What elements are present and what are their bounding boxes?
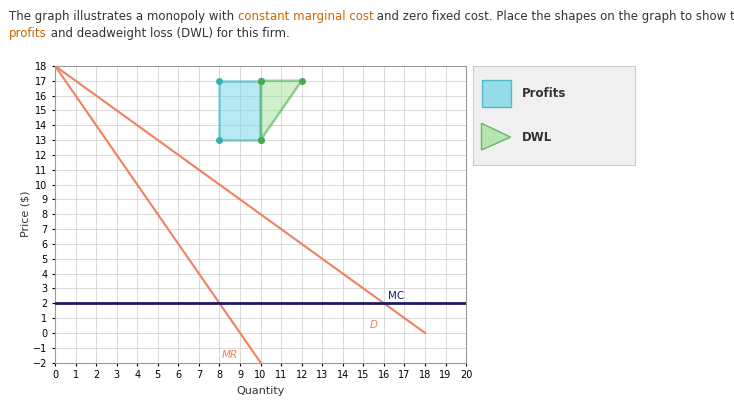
Text: constant marginal cost: constant marginal cost (238, 10, 374, 23)
Text: and deadweight loss (DWL) for this firm.: and deadweight loss (DWL) for this firm. (46, 27, 289, 40)
Text: DWL: DWL (522, 131, 552, 144)
Y-axis label: Price ($): Price ($) (21, 191, 30, 237)
X-axis label: Quantity: Quantity (236, 386, 285, 396)
Bar (482, 80, 511, 108)
Text: MR: MR (222, 350, 238, 360)
Text: D: D (369, 321, 377, 330)
Polygon shape (482, 123, 511, 150)
Text: MC: MC (388, 291, 404, 301)
Text: Profits: Profits (522, 87, 566, 100)
Polygon shape (261, 81, 302, 140)
Text: profits: profits (9, 27, 46, 40)
Text: The graph illustrates a monopoly with: The graph illustrates a monopoly with (9, 10, 238, 23)
Bar (219, 81, 261, 140)
Text: and zero fixed cost. Place the shapes on the graph to show the: and zero fixed cost. Place the shapes on… (374, 10, 734, 23)
